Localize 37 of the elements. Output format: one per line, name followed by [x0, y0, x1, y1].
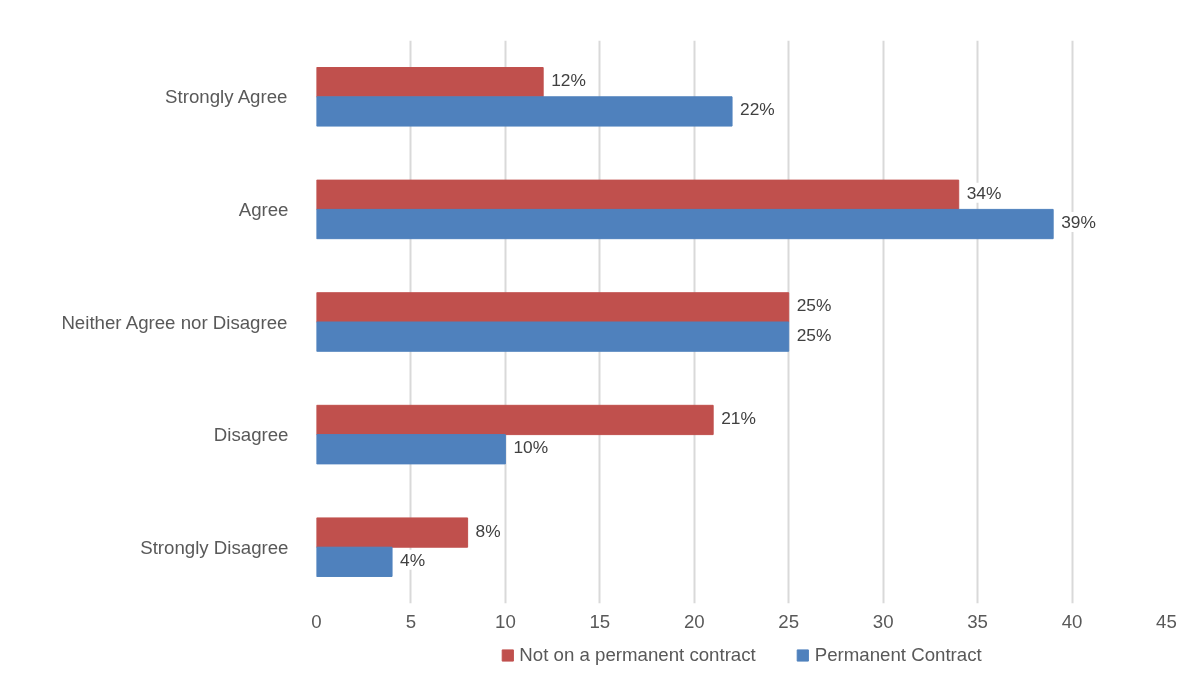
y-tick-label: Strongly Agree [165, 86, 288, 108]
legend-label: Permanent Contract [814, 644, 982, 666]
bar [316, 292, 790, 323]
y-tick-label: Agree [238, 198, 289, 220]
bar [316, 434, 506, 465]
x-tick-label: 0 [311, 610, 322, 632]
bar [316, 404, 714, 436]
x-tick-label: 15 [589, 610, 611, 632]
data-label: 34% [966, 182, 1002, 203]
x-tick-label: 40 [1061, 610, 1083, 632]
data-label: 4% [400, 549, 426, 570]
x-tick-label: 10 [495, 610, 516, 632]
x-tick-label: 30 [872, 610, 894, 632]
y-tick-label: Strongly Disagree [140, 536, 289, 558]
data-label: 10% [513, 437, 549, 458]
bar [316, 96, 733, 127]
bar [316, 517, 469, 548]
legend-label: Not on a permanent contract [519, 644, 756, 666]
y-tick-label: Disagree [213, 424, 289, 446]
x-tick-label: 20 [683, 610, 705, 632]
data-label: 25% [796, 295, 832, 316]
data-label: 39% [1061, 212, 1096, 233]
bar [316, 179, 960, 210]
x-tick-label: 5 [405, 610, 417, 632]
data-label: 8% [475, 520, 501, 541]
data-label: 22% [740, 99, 775, 120]
x-tick-label: 35 [967, 610, 988, 632]
data-label: 12% [551, 70, 586, 91]
bar [316, 208, 1054, 240]
y-tick-label: Neither Agree nor Disagree [61, 311, 288, 333]
bar [316, 546, 393, 577]
x-tick-label: 25 [778, 610, 800, 632]
data-label: 21% [721, 407, 756, 428]
bar [316, 67, 544, 98]
x-tick-label: 45 [1156, 610, 1177, 632]
bar [316, 321, 790, 352]
data-label: 25% [796, 324, 832, 345]
